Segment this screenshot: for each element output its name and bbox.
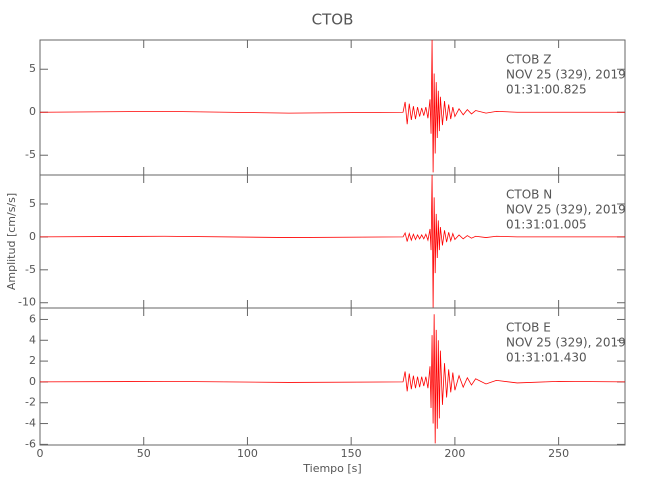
x-tick-label: 250: [548, 447, 569, 460]
station-annotation: NOV 25 (329), 2019: [506, 68, 626, 82]
y-tick-label: 0: [29, 105, 36, 118]
station-annotation: NOV 25 (329), 2019: [506, 336, 626, 350]
station-annotation: 01:31:01.005: [506, 218, 587, 232]
station-annotation: NOV 25 (329), 2019: [506, 203, 626, 217]
x-tick-label: 0: [37, 447, 44, 460]
x-tick-label: 100: [237, 447, 258, 460]
y-tick-label: -10: [18, 296, 36, 309]
y-tick-label: -4: [25, 417, 36, 430]
panel-frame: [39, 307, 626, 446]
waveform: [39, 39, 625, 173]
y-tick-label: -6: [25, 437, 36, 450]
waveform: [39, 314, 626, 444]
y-tick-label: 0: [29, 375, 36, 388]
y-tick-label: -5: [25, 263, 36, 276]
y-tick-label: 5: [29, 62, 36, 75]
x-tick-label: 200: [444, 447, 465, 460]
station-annotation: CTOB E: [506, 321, 551, 335]
chart-title: CTOB: [312, 11, 354, 29]
x-tick-label: 150: [341, 447, 362, 460]
y-tick-label: 0: [29, 230, 36, 243]
y-tick-label: -2: [25, 396, 36, 409]
y-tick-label: -5: [25, 148, 36, 161]
station-annotation: CTOB Z: [506, 53, 551, 67]
station-annotation: 01:31:01.430: [506, 351, 587, 365]
y-tick-label: 5: [29, 197, 36, 210]
waveform: [39, 174, 625, 309]
x-axis-label: Tiempo [s]: [302, 462, 361, 475]
y-tick-label: 6: [29, 312, 36, 325]
y-tick-label: 2: [29, 354, 36, 367]
x-tick-label: 50: [137, 447, 151, 460]
station-annotation: 01:31:00.825: [506, 83, 587, 97]
station-annotation: CTOB N: [506, 188, 552, 202]
y-tick-label: 4: [29, 333, 36, 346]
y-axis-label: Amplitud [cm/s/s]: [5, 193, 18, 290]
